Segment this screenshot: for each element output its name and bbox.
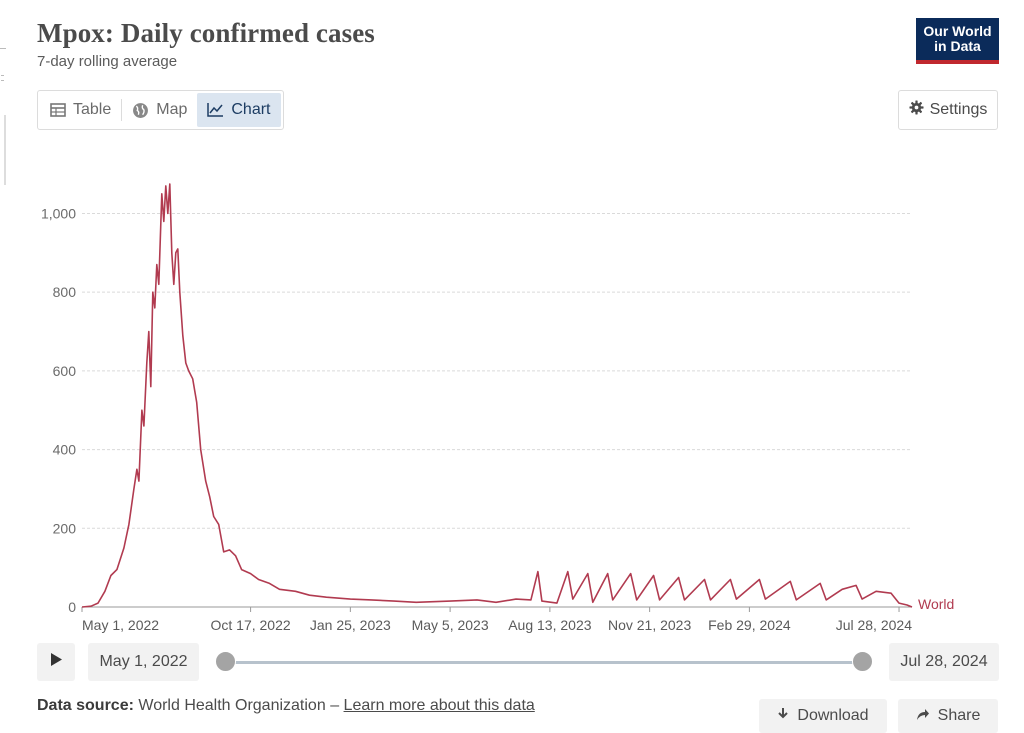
tab-map-label: Map — [156, 101, 188, 118]
series-label-world[interactable]: World — [918, 596, 954, 612]
series-layer: World — [81, 183, 954, 612]
series-line-world[interactable] — [81, 183, 913, 608]
timeline-track[interactable] — [226, 661, 862, 664]
share-button[interactable]: Share — [898, 699, 998, 733]
source-separator: – — [330, 697, 340, 714]
download-label: Download — [797, 707, 869, 724]
data-source-label: Data source: — [37, 697, 134, 714]
play-button[interactable] — [37, 643, 75, 681]
x-tick-label: Oct 17, 2022 — [211, 617, 291, 633]
x-tick-label: Nov 21, 2023 — [608, 617, 691, 633]
data-source-value: World Health Organization — [138, 697, 326, 714]
tab-table-label: Table — [73, 101, 112, 118]
learn-more-link[interactable]: Learn more about this data — [343, 697, 535, 714]
y-tick-label: 0 — [68, 599, 76, 615]
logo-line-2: in Data — [934, 38, 981, 54]
y-tick-label: 1,000 — [41, 205, 76, 221]
line-chart: 0 200 400 600 800 1,000 May 1, 2022 Oct 17, 20… — [41, 183, 954, 633]
left-edge-strip — [0, 0, 8, 722]
data-source-line: Data source: World Health Organization –… — [37, 697, 535, 715]
globe-icon — [132, 102, 149, 119]
download-button[interactable]: Download — [759, 699, 887, 733]
tab-chart-label: Chart — [231, 101, 271, 118]
x-tick-label: Jan 25, 2023 — [310, 617, 391, 633]
x-tick-label: Aug 13, 2023 — [508, 617, 592, 633]
tab-table[interactable]: Table — [40, 93, 121, 127]
x-tick-label: May 5, 2023 — [412, 617, 489, 633]
tab-map[interactable]: Map — [122, 93, 197, 127]
line-chart-icon — [207, 103, 224, 117]
tab-divider — [121, 99, 123, 121]
timeline-control: May 1, 2022 Jul 28, 2024 — [37, 642, 999, 682]
view-tabs: Table Map Chart — [37, 90, 284, 130]
chart-title: Mpox: Daily confirmed cases — [37, 18, 375, 48]
logo-line-1: Our World — [923, 23, 992, 39]
chart-subtitle: 7-day rolling average — [37, 53, 178, 70]
table-icon — [50, 103, 66, 117]
settings-button[interactable]: Settings — [898, 90, 998, 130]
timeline-end-handle[interactable] — [852, 651, 873, 672]
y-axis-labels: 0 200 400 600 800 1,000 — [41, 205, 76, 615]
tab-chart[interactable]: Chart — [197, 93, 281, 127]
x-axis-labels: May 1, 2022 Oct 17, 2022 Jan 25, 2023 May 5… — [81, 607, 912, 633]
x-tick-label: Feb 29, 2024 — [708, 617, 791, 633]
settings-label: Settings — [929, 101, 988, 118]
y-tick-label: 600 — [53, 363, 77, 379]
x-tick-label: May 1, 2022 — [82, 617, 159, 633]
timeline-end-date[interactable]: Jul 28, 2024 — [889, 643, 999, 681]
timeline-start-handle[interactable] — [215, 651, 236, 672]
x-tick-label: Jul 28, 2024 — [836, 617, 912, 633]
play-icon — [50, 653, 62, 671]
y-tick-label: 400 — [53, 442, 77, 458]
share-icon — [916, 707, 930, 726]
share-label: Share — [937, 707, 981, 724]
timeline-start-date[interactable]: May 1, 2022 — [88, 643, 199, 681]
grid-lines — [82, 212, 912, 608]
y-tick-label: 800 — [53, 284, 77, 300]
gear-icon — [909, 100, 924, 120]
y-tick-label: 200 — [53, 520, 77, 536]
download-icon — [777, 707, 789, 726]
our-world-in-data-logo[interactable]: Our World in Data — [916, 18, 999, 64]
